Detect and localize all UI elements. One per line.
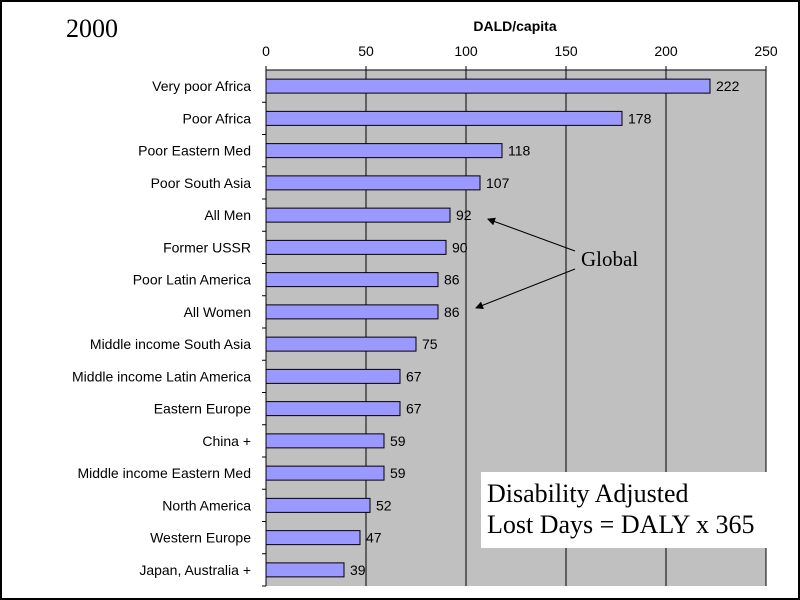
- category-label: Western Europe: [150, 530, 251, 546]
- data-label: 90: [452, 239, 468, 255]
- note-box: Disability Adjusted Lost Days = DALY x 3…: [481, 472, 771, 548]
- category-label: Middle income Latin America: [72, 368, 251, 384]
- bar: [265, 433, 385, 449]
- bar: [265, 465, 385, 481]
- annotation-arrow: [487, 217, 576, 252]
- data-label: 59: [390, 433, 406, 449]
- bar: [265, 562, 345, 578]
- data-label: 67: [406, 401, 422, 417]
- bar: [265, 368, 401, 384]
- note-line-2: Lost Days = DALY x 365: [487, 510, 755, 539]
- tick-label: 50: [358, 43, 374, 59]
- category-label: Very poor Africa: [152, 78, 251, 94]
- bar: [265, 530, 361, 546]
- category-label: Poor Eastern Med: [138, 143, 251, 159]
- category-label: All Men: [204, 207, 251, 223]
- tick-label: 150: [554, 43, 578, 59]
- data-label: 59: [390, 465, 406, 481]
- axis-title: DALD/capita: [473, 18, 556, 34]
- data-label: 118: [508, 143, 531, 159]
- category-label: Poor South Asia: [151, 175, 252, 191]
- data-label: 39: [350, 562, 366, 578]
- data-label: 67: [406, 368, 422, 384]
- bar: [265, 207, 451, 223]
- bar: [265, 401, 401, 417]
- category-label: Poor Latin America: [133, 272, 251, 288]
- data-label: 222: [716, 78, 740, 94]
- category-label: Eastern Europe: [154, 401, 251, 417]
- tick-label: 250: [754, 43, 778, 59]
- data-label: 107: [486, 175, 510, 191]
- category-label: Middle income South Asia: [90, 336, 251, 352]
- tick-label: 200: [654, 43, 678, 59]
- note-line-1: Disability Adjusted: [487, 479, 689, 508]
- data-label: 92: [456, 207, 472, 223]
- data-label: 86: [444, 272, 460, 288]
- data-label: 75: [422, 336, 438, 352]
- bar: [265, 143, 503, 159]
- data-label: 86: [444, 304, 460, 320]
- bar: [265, 110, 623, 126]
- tick-label: 100: [454, 43, 478, 59]
- bar: [265, 272, 439, 288]
- category-label: Japan, Australia +: [139, 562, 251, 578]
- year-label: 2000: [66, 14, 118, 43]
- bar: [265, 497, 371, 513]
- tick-label: 0: [262, 43, 270, 59]
- annotation-label: Global: [581, 247, 638, 271]
- data-label: 52: [376, 497, 392, 513]
- bar: [265, 336, 417, 352]
- bar: [265, 78, 711, 94]
- annotation-arrow: [475, 268, 576, 310]
- category-label: All Women: [184, 304, 251, 320]
- category-label: Middle income Eastern Med: [77, 465, 251, 481]
- bar: [265, 239, 447, 255]
- bar: [265, 304, 439, 320]
- category-label: North America: [162, 497, 251, 513]
- category-label: Former USSR: [163, 239, 251, 255]
- bar: [265, 175, 481, 191]
- data-label: 178: [628, 110, 652, 126]
- category-label: China +: [202, 433, 251, 449]
- data-label: 47: [366, 530, 382, 546]
- category-label: Poor Africa: [183, 110, 252, 126]
